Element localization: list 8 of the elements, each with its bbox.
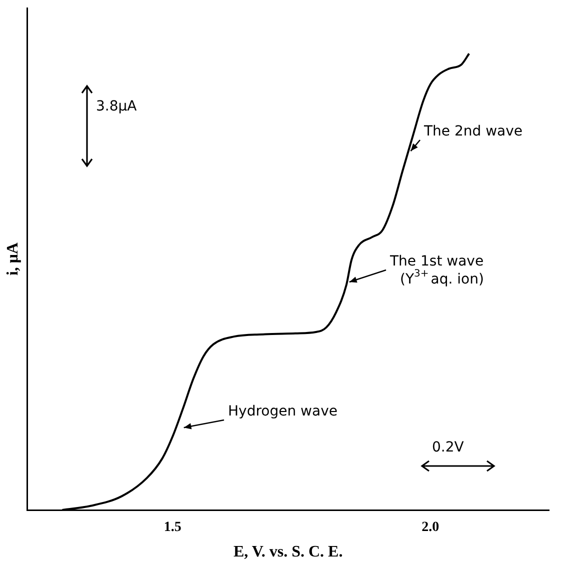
annotation: The 2nd wave	[423, 124, 523, 140]
x-tick-label: 2.0	[422, 520, 440, 536]
annotation: Hydrogen wave	[228, 404, 338, 420]
x-axis-title: E, V. vs. S. C. E.	[233, 544, 343, 561]
annotation: 0.2V	[432, 440, 464, 456]
y-axis-title: i, μA	[4, 242, 22, 276]
x-tick-label: 1.5	[164, 520, 182, 536]
annotation: 3.8μA	[96, 98, 138, 115]
